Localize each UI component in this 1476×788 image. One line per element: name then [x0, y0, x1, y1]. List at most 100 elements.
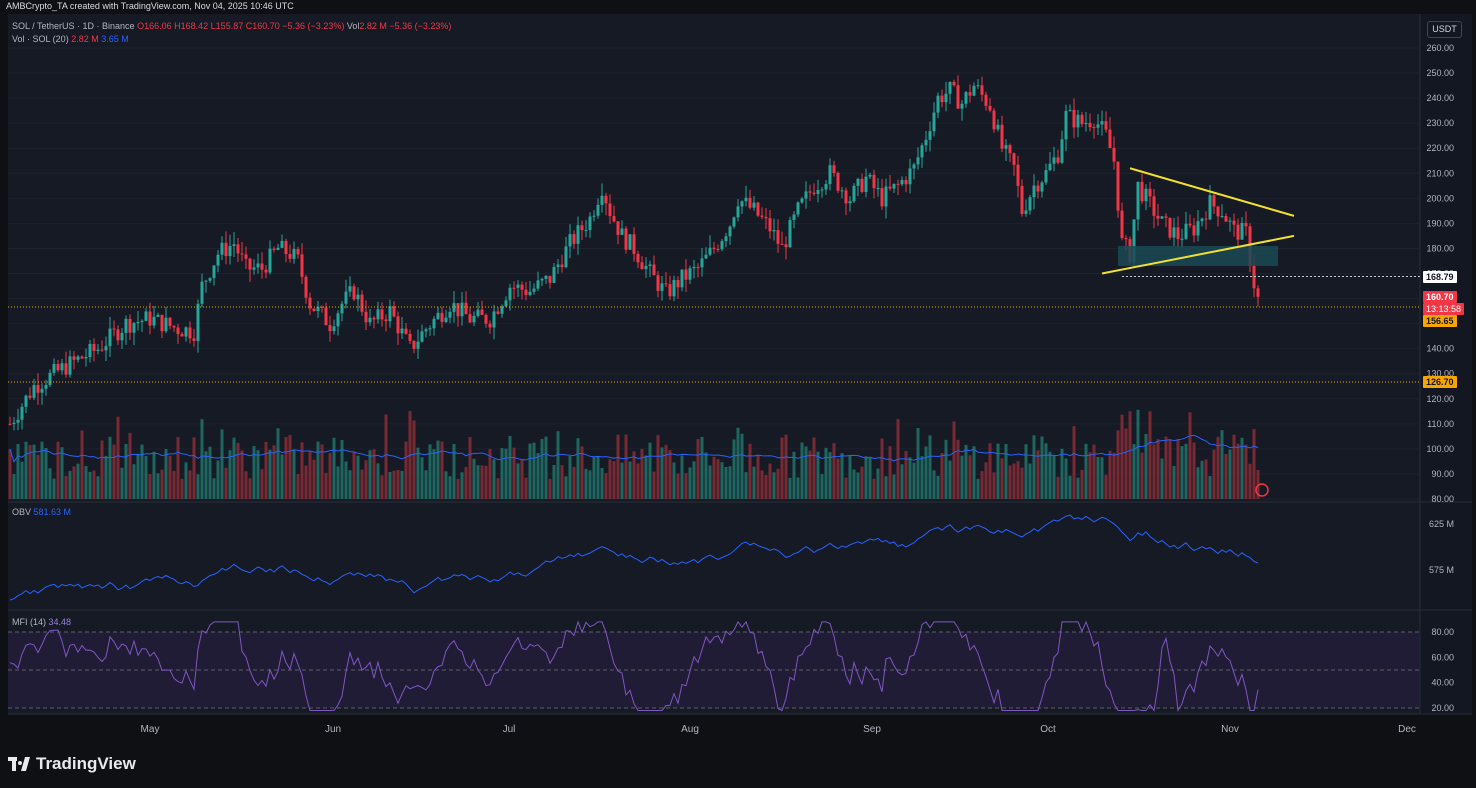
volume-bar: [1164, 436, 1168, 499]
tradingview-brand: TradingView: [36, 754, 136, 773]
volume-bar: [1048, 451, 1052, 499]
volume-bar: [320, 444, 324, 499]
vol-current: 2.82 M: [71, 34, 99, 44]
candle-body: [412, 340, 416, 349]
candle-body: [948, 81, 952, 94]
candle-body: [336, 313, 340, 327]
volume-bar: [144, 455, 148, 499]
volume-bar: [288, 435, 292, 499]
chart-svg[interactable]: 260.00 250.00 240.00 230.00 220.00 210.00 200.…: [0, 0, 1476, 745]
candle-body: [732, 217, 736, 227]
candle-body: [1212, 195, 1216, 207]
candle-body: [1104, 121, 1108, 130]
volume-bar: [356, 455, 360, 499]
candle-body: [656, 275, 660, 291]
candle-body: [904, 180, 908, 185]
candle-body: [764, 216, 768, 219]
candle-body: [292, 249, 296, 259]
candle-body: [804, 191, 808, 199]
volume-bar: [692, 461, 696, 499]
candle-body: [1020, 185, 1024, 214]
volume-bar: [328, 453, 332, 499]
candle-body: [532, 288, 536, 292]
volume-bar: [308, 451, 312, 499]
chart-area[interactable]: [8, 14, 1420, 714]
candle-body: [788, 219, 792, 248]
volume-bar: [796, 477, 800, 499]
tradingview-logo[interactable]: TradingView: [8, 754, 136, 774]
candle-body: [524, 289, 528, 295]
legend-high: H168.42: [174, 21, 209, 31]
candle-body: [1004, 145, 1008, 149]
candle-body: [852, 185, 856, 202]
volume-bar: [132, 464, 136, 499]
volume-bar: [596, 456, 600, 499]
volume-bar: [628, 461, 632, 499]
price-axis[interactable]: [1420, 14, 1472, 714]
volume-bar: [748, 443, 752, 499]
volume-bar: [28, 445, 32, 499]
volume-bar: [48, 468, 52, 499]
candle-body: [404, 328, 408, 334]
candle-body: [984, 94, 988, 106]
candle-body: [364, 311, 368, 323]
candle-body: [24, 395, 28, 407]
candle-body: [488, 323, 492, 328]
candle-body: [172, 325, 176, 328]
candle-body: [1000, 124, 1004, 149]
obv-tick-label: 625 M: [1429, 519, 1454, 529]
candle-body: [324, 307, 328, 326]
candle-body: [352, 286, 356, 300]
candle-body: [1032, 185, 1036, 198]
candle-body: [116, 329, 120, 341]
volume-bar: [704, 452, 708, 499]
volume-bar: [580, 446, 584, 499]
candle-body: [680, 269, 684, 288]
volume-bar: [568, 456, 572, 499]
candle-body: [132, 323, 136, 333]
volume-bar: [1208, 475, 1212, 499]
candle-body: [664, 283, 668, 285]
candle-body: [1236, 224, 1240, 240]
candle-body: [16, 419, 20, 423]
candle-body: [1124, 238, 1128, 240]
volume-bar: [672, 462, 676, 499]
candle-body: [796, 202, 800, 215]
volume-bar: [836, 458, 840, 499]
volume-bar: [464, 466, 468, 499]
volume-bar: [740, 433, 744, 499]
volume-bar: [560, 465, 564, 499]
volume-bar: [1128, 411, 1132, 499]
candle-body: [80, 356, 84, 359]
volume-bar: [448, 476, 452, 499]
volume-bar: [820, 474, 824, 499]
volume-bar: [340, 440, 344, 499]
mfi-label: MFI (14): [12, 617, 47, 627]
volume-bar: [804, 446, 808, 499]
candle-body: [936, 95, 940, 113]
volume-bar: [212, 478, 216, 499]
candle-body: [104, 346, 108, 351]
volume-bar: [316, 441, 320, 499]
volume-bar: [88, 471, 92, 499]
volume-bar: [120, 467, 124, 499]
candle-body: [696, 266, 700, 268]
candle-body: [284, 240, 288, 255]
volume-bar: [848, 454, 852, 499]
price-tag-countdown: 13:13:58: [1423, 303, 1465, 315]
obv-label: OBV: [12, 507, 32, 517]
volume-bar: [152, 451, 156, 499]
volume-bar: [220, 429, 224, 499]
candle-body: [1052, 157, 1056, 164]
volume-bar: [724, 467, 728, 499]
volume-bar: [788, 477, 792, 499]
candle-body: [740, 201, 744, 207]
candle-body: [588, 216, 592, 231]
candle-body: [560, 264, 564, 268]
currency-button[interactable]: USDT: [1427, 21, 1462, 38]
candle-body: [424, 329, 428, 332]
obv-pane: [9, 514, 1259, 601]
candle-body: [456, 303, 460, 317]
volume-bar: [996, 443, 1000, 499]
volume-bar: [1052, 454, 1056, 499]
